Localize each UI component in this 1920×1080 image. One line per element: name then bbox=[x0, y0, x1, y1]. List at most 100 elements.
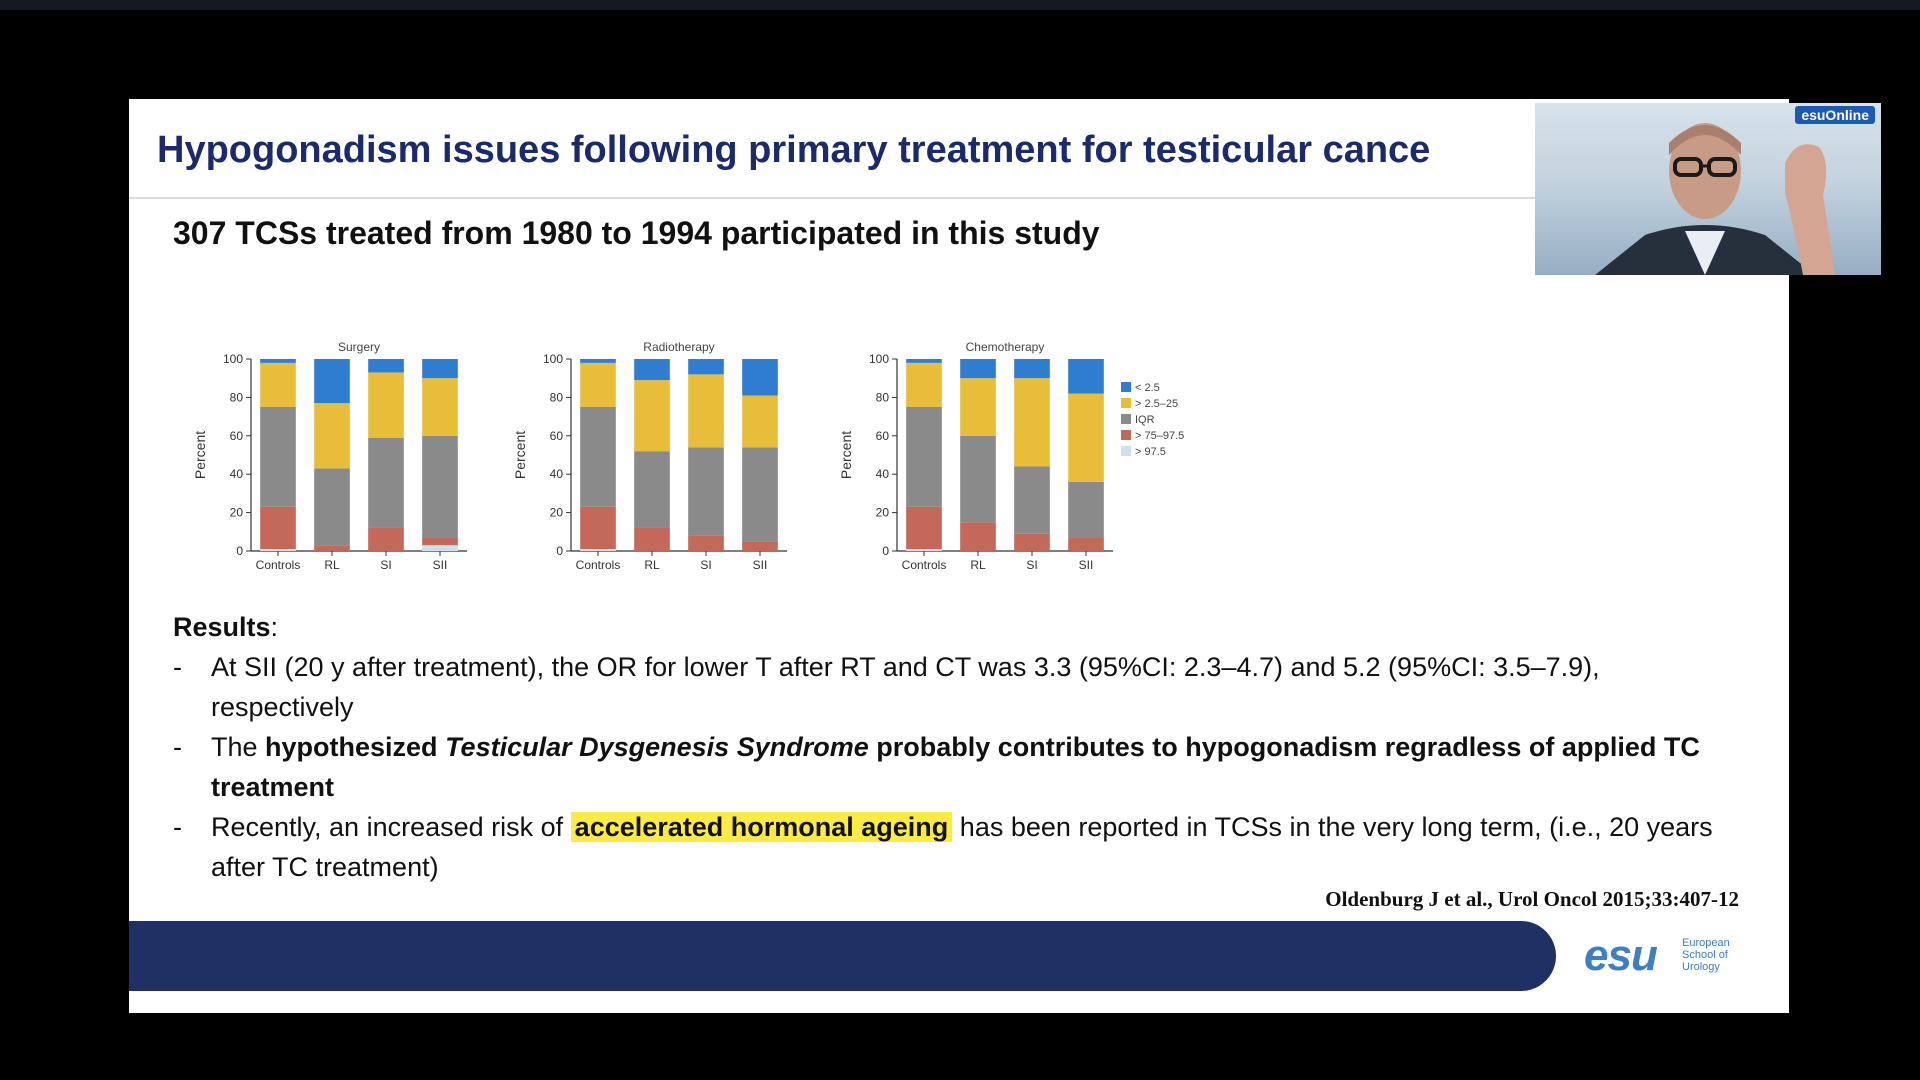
bar-segment bbox=[1068, 481, 1104, 538]
y-tick-label: 100 bbox=[869, 352, 889, 366]
result-bullet-1: - At SII (20 y after treatment), the OR … bbox=[173, 647, 1743, 727]
y-tick-label: 40 bbox=[550, 467, 564, 481]
bar-segment bbox=[260, 407, 296, 507]
bar-segment bbox=[368, 372, 404, 438]
legend-swatch bbox=[1121, 446, 1131, 456]
chart-title: Chemotherapy bbox=[966, 340, 1045, 354]
y-tick-label: 20 bbox=[230, 506, 244, 520]
x-tick-label: SI bbox=[380, 558, 391, 572]
legend-label: > 2.5–25 bbox=[1135, 398, 1178, 410]
bar-segment bbox=[906, 362, 942, 407]
presenter-silhouette bbox=[1595, 123, 1835, 275]
y-tick-label: 0 bbox=[236, 544, 243, 558]
results-section: Results: - At SII (20 y after treatment)… bbox=[173, 607, 1743, 887]
bar-segment bbox=[688, 374, 724, 448]
bar-segment bbox=[688, 359, 724, 375]
bar-segment bbox=[368, 437, 404, 528]
x-tick-label: Controls bbox=[902, 558, 947, 572]
y-tick-label: 80 bbox=[550, 390, 564, 404]
legend-swatch bbox=[1121, 414, 1131, 424]
bar-segment bbox=[314, 359, 350, 404]
bar-segment bbox=[422, 378, 458, 436]
bar-segment bbox=[422, 537, 458, 546]
bar-segment bbox=[1068, 537, 1104, 551]
bar-segment bbox=[580, 362, 616, 407]
bar-segment bbox=[260, 362, 296, 407]
x-tick-label: SI bbox=[1026, 558, 1037, 572]
bar-segment bbox=[422, 359, 458, 379]
bullet-dash: - bbox=[173, 812, 182, 842]
chart-radiotherapy: Radiotherapy Percent 0 20 40 60 80 100 Controls R… bbox=[495, 289, 795, 589]
bar-segment bbox=[314, 545, 350, 551]
x-tick-label: SII bbox=[753, 558, 768, 572]
bar-segment bbox=[960, 435, 996, 523]
bar-segment bbox=[1014, 359, 1050, 379]
bar-segment bbox=[742, 447, 778, 542]
bar-segment bbox=[260, 549, 296, 551]
x-tick-label: RL bbox=[644, 558, 660, 572]
legend-label: > 97.5 bbox=[1135, 446, 1166, 458]
esu-logo-word: esu bbox=[1584, 931, 1658, 980]
bar-segment bbox=[906, 407, 942, 507]
bar-segment bbox=[960, 522, 996, 551]
y-tick-label: 20 bbox=[550, 506, 564, 520]
bar-segment bbox=[1014, 378, 1050, 467]
chart-surgery: Surgery Percent 0 20 40 60 80 100 Controls RL SI SI… bbox=[175, 289, 475, 589]
legend-swatch bbox=[1121, 430, 1131, 440]
x-tick-label: SII bbox=[1079, 558, 1094, 572]
bar-segment bbox=[580, 506, 616, 550]
bar-segment bbox=[960, 359, 996, 379]
esu-logo-subtitle: European School of Urology bbox=[1682, 937, 1730, 973]
bar-segment bbox=[634, 380, 670, 452]
chart-chemotherapy: Chemotherapy Percent 0 20 40 60 80 100 Controls R… bbox=[821, 289, 1201, 589]
bar-segment bbox=[368, 527, 404, 551]
y-axis-label: Percent bbox=[192, 431, 208, 479]
bar-segment bbox=[1014, 466, 1050, 534]
bar-segment bbox=[742, 541, 778, 551]
bar-segment bbox=[260, 506, 296, 550]
legend-swatch bbox=[1121, 398, 1131, 408]
chart-title: Radiotherapy bbox=[643, 340, 714, 354]
x-tick-label: RL bbox=[324, 558, 340, 572]
bar-segment bbox=[634, 451, 670, 528]
bar-segment bbox=[314, 468, 350, 546]
esu-logo: esu European School of Urology bbox=[1584, 931, 1754, 981]
webcam-badge: esuOnline bbox=[1795, 106, 1875, 124]
chart-svg: Radiotherapy Percent 0 20 40 60 80 100 Controls R… bbox=[512, 340, 787, 572]
chart-svg: Chemotherapy Percent 0 20 40 60 80 100 Controls R… bbox=[838, 340, 1184, 572]
bar-segment bbox=[960, 378, 996, 436]
legend-swatch bbox=[1121, 382, 1131, 392]
y-tick-label: 0 bbox=[882, 544, 889, 558]
bar-segment bbox=[1068, 359, 1104, 394]
result-bullet-3: - Recently, an increased risk of acceler… bbox=[173, 807, 1743, 887]
results-list: - At SII (20 y after treatment), the OR … bbox=[173, 647, 1743, 887]
citation: Oldenburg J et al., Urol Oncol 2015;33:4… bbox=[1325, 887, 1739, 911]
y-tick-label: 60 bbox=[230, 429, 244, 443]
webcam-view: esuOnline bbox=[1535, 103, 1881, 275]
legend-label: < 2.5 bbox=[1135, 382, 1160, 394]
chart-svg: Surgery Percent 0 20 40 60 80 100 Controls RL SI SI… bbox=[192, 340, 467, 572]
slide-subtitle: 307 TCSs treated from 1980 to 1994 parti… bbox=[173, 215, 1100, 251]
bar-segment bbox=[688, 535, 724, 551]
y-tick-label: 40 bbox=[876, 467, 890, 481]
y-axis-label: Percent bbox=[838, 431, 854, 479]
bullet-dash: - bbox=[173, 732, 182, 762]
x-tick-label: SII bbox=[433, 558, 448, 572]
chart-title: Surgery bbox=[338, 340, 380, 354]
bar-segment bbox=[906, 359, 942, 363]
bar-segment bbox=[1068, 393, 1104, 482]
y-tick-label: 60 bbox=[550, 429, 564, 443]
legend-label: IQR bbox=[1135, 414, 1155, 426]
bar-segment bbox=[906, 549, 942, 551]
bar-segment bbox=[634, 527, 670, 551]
y-tick-label: 40 bbox=[230, 467, 244, 481]
bar-segment bbox=[742, 359, 778, 396]
bullet-dash: - bbox=[173, 652, 182, 682]
bar-segment bbox=[422, 435, 458, 538]
y-tick-label: 20 bbox=[876, 506, 890, 520]
bar-segment bbox=[580, 549, 616, 551]
window-top-bar bbox=[0, 0, 1920, 10]
x-tick-label: SI bbox=[700, 558, 711, 572]
bar-segment bbox=[580, 359, 616, 363]
legend-label: > 75–97.5 bbox=[1135, 430, 1184, 442]
